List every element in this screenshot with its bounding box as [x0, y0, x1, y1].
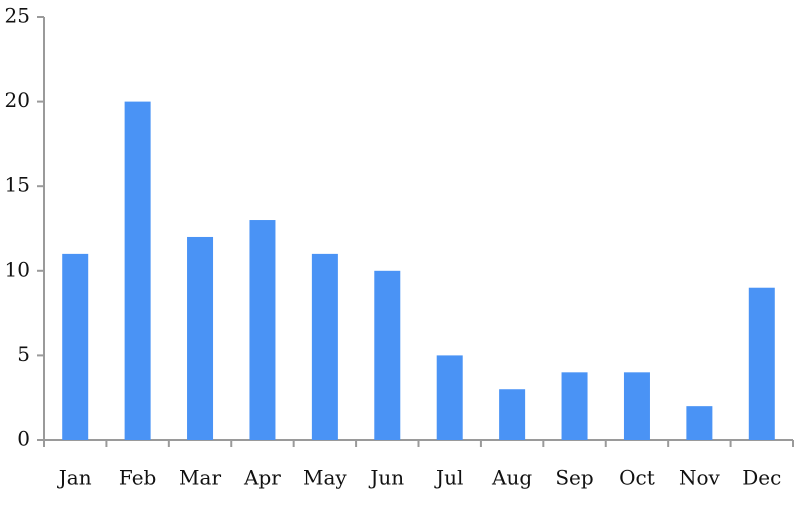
bar [311, 253, 338, 440]
x-tick-label: Jun [368, 466, 404, 490]
x-tick-label: Feb [119, 466, 156, 490]
x-tick-label: Oct [619, 466, 655, 490]
y-tick-label: 0 [17, 427, 30, 451]
x-tick-label: Jan [57, 466, 92, 490]
bar [623, 372, 650, 440]
y-tick-label: 5 [17, 342, 30, 366]
bar [124, 101, 151, 440]
x-tick-label: Mar [179, 466, 221, 490]
bar [249, 220, 276, 440]
x-tick-label: Nov [679, 466, 721, 490]
y-tick-label: 25 [5, 4, 30, 28]
x-tick-label: Aug [491, 466, 532, 490]
y-tick-label: 20 [5, 88, 30, 112]
bar [561, 372, 588, 440]
x-tick-label: Jul [434, 466, 463, 490]
x-tick-label: May [303, 466, 347, 490]
bar [187, 236, 214, 440]
x-tick-label: Dec [742, 466, 781, 490]
bar [499, 389, 526, 440]
x-tick-label: Sep [555, 466, 593, 490]
bar [374, 270, 401, 440]
bar [436, 355, 463, 440]
y-tick-label: 15 [5, 173, 30, 197]
bar [748, 287, 775, 440]
bar [62, 253, 89, 440]
x-tick-label: Apr [243, 466, 281, 490]
y-tick-label: 10 [5, 257, 30, 281]
bar [686, 406, 713, 440]
